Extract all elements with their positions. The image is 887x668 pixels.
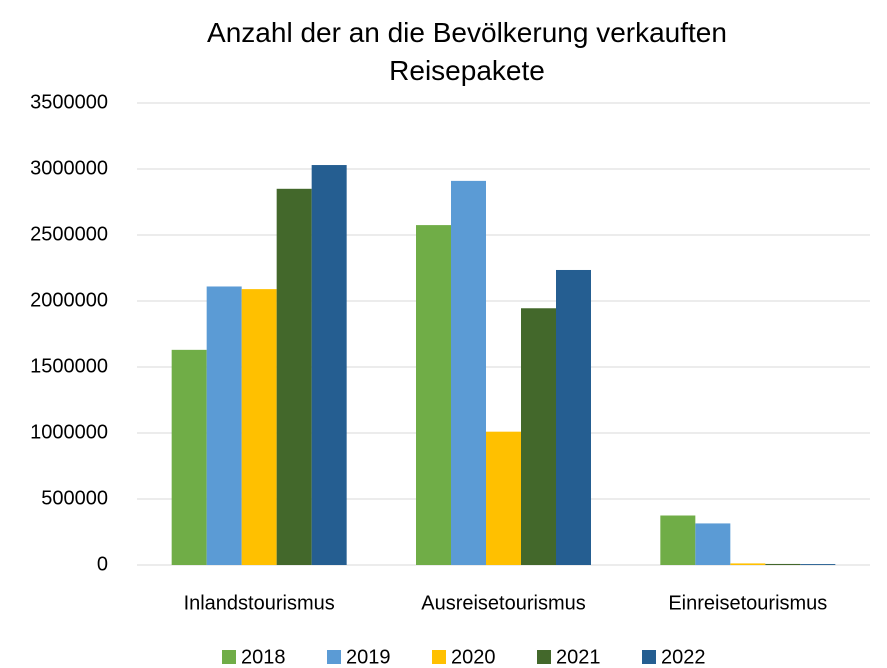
bar — [241, 289, 277, 565]
bar — [276, 188, 312, 566]
bar — [451, 180, 486, 565]
y-tick-label: 3500000 — [30, 91, 108, 113]
legend-label: 2022 — [661, 646, 706, 668]
x-tick-label: Einreisetourismus — [668, 592, 827, 614]
y-tick-label: 3000000 — [30, 157, 108, 179]
legend-swatch — [537, 650, 551, 664]
legend-label: 2021 — [556, 646, 601, 668]
x-tick-label: Inlandstourismus — [184, 592, 335, 614]
bar — [416, 225, 451, 565]
bar — [695, 523, 731, 565]
legend-swatch — [432, 650, 446, 664]
y-tick-label: 2000000 — [30, 289, 108, 311]
bar — [800, 564, 836, 565]
y-tick-label: 0 — [97, 553, 108, 575]
legend-swatch — [327, 650, 341, 664]
bar — [171, 349, 207, 565]
y-tick-label: 1500000 — [30, 355, 108, 377]
legend-label: 2020 — [451, 646, 496, 668]
legend-label: 2019 — [346, 646, 391, 668]
y-tick-label: 2500000 — [30, 223, 108, 245]
bar — [206, 286, 242, 565]
bar — [765, 563, 801, 565]
legend-label: 2018 — [241, 646, 286, 668]
bar — [521, 308, 556, 565]
y-tick-label: 500000 — [41, 487, 108, 509]
bar — [486, 431, 521, 565]
x-tick-label: Ausreisetourismus — [421, 592, 586, 614]
y-tick-label: 1000000 — [30, 421, 108, 443]
bar — [730, 563, 766, 565]
chart-title: Anzahl der an die Bevölkerung verkauften… — [207, 17, 727, 86]
bar — [556, 269, 591, 565]
bar — [660, 515, 696, 565]
legend-swatch — [642, 650, 656, 664]
bar — [311, 165, 347, 566]
legend-swatch — [222, 650, 236, 664]
